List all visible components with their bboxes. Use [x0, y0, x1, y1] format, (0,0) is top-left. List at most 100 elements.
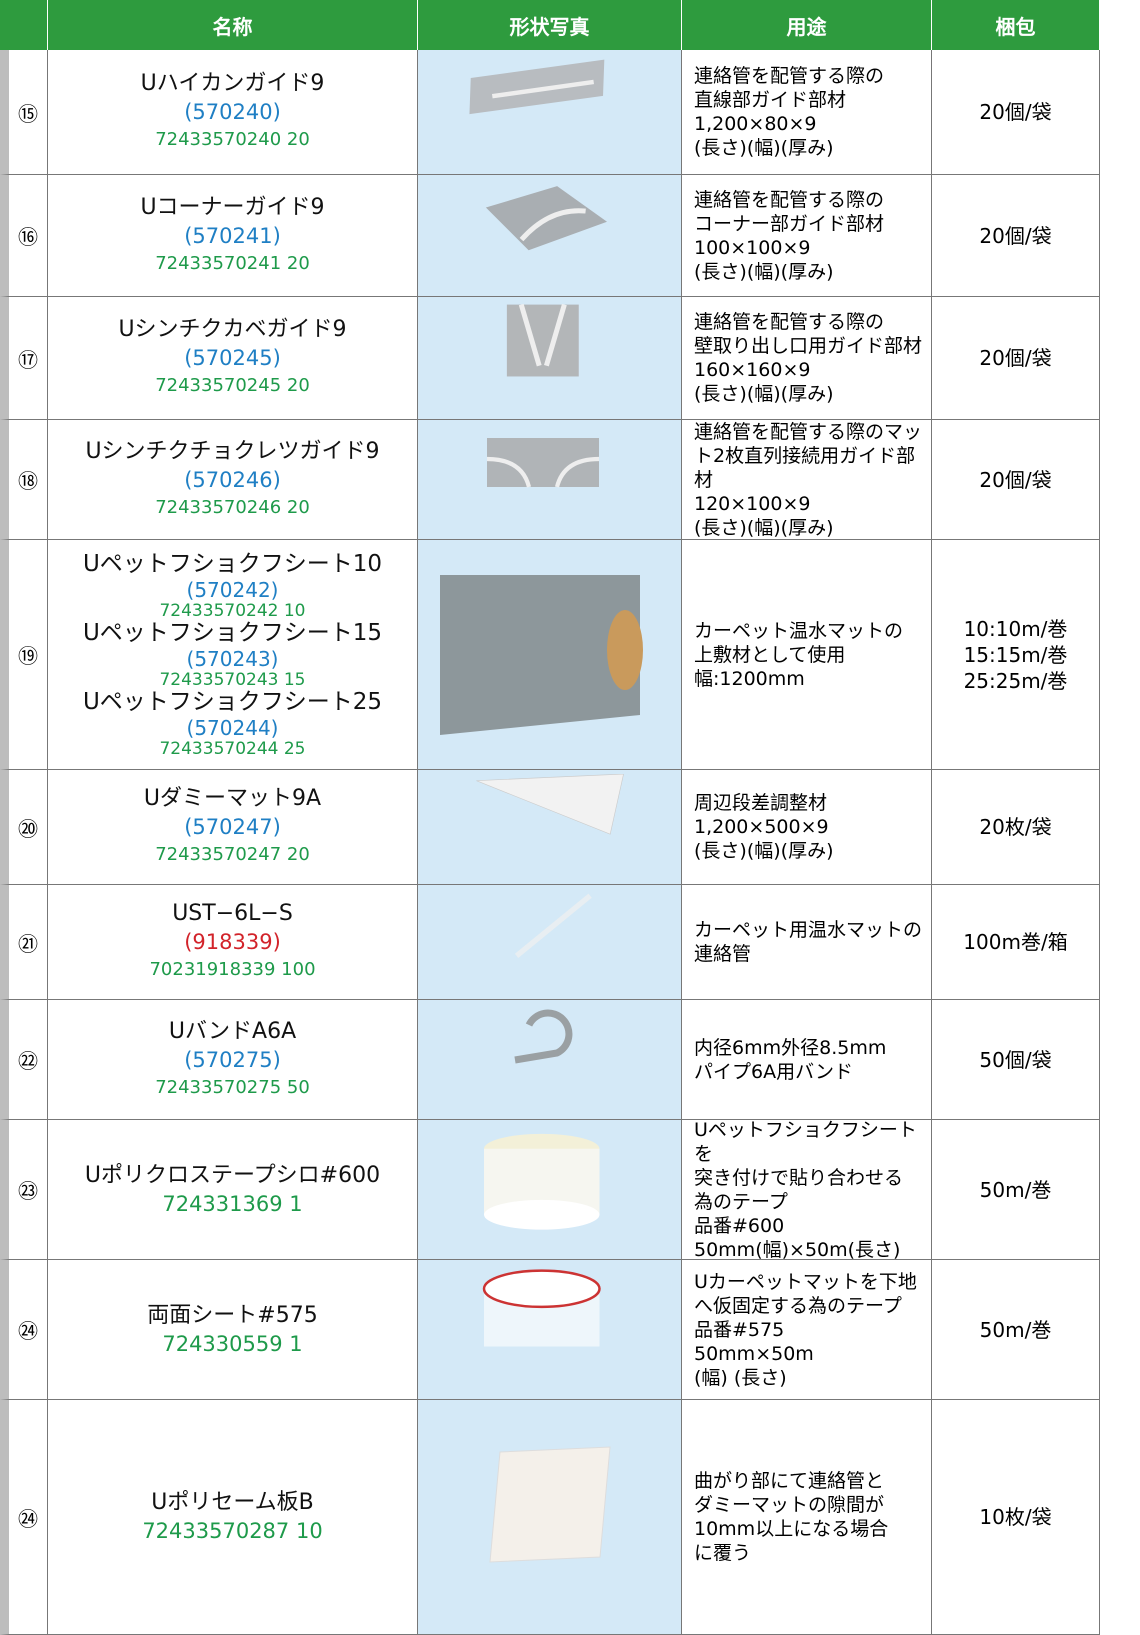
name-line: 72433570246 20 — [155, 496, 310, 518]
packaging-cell: 50m/巻 — [932, 1260, 1100, 1400]
product-photo — [488, 1446, 611, 1563]
usage-line: 壁取り出し口用ガイド部材 — [694, 335, 923, 357]
usage-line: Uカーペットマットを下地 — [694, 1270, 917, 1293]
header-cell: 形状写真 — [418, 0, 682, 50]
packaging-cell: 10枚/袋 — [932, 1400, 1100, 1635]
product-photo — [468, 59, 604, 114]
usage-line: (幅) (長さ) — [694, 1366, 787, 1389]
usage-line: コーナー部ガイド部材 — [694, 212, 885, 235]
usage-cell: Uカーペットマットを下地 へ仮固定する為のテープ 品番#575 50mm×50m (幅)… — [682, 1260, 932, 1400]
photo-cell — [418, 540, 682, 770]
usage-line: 曲がり部にて連絡管と — [694, 1470, 885, 1492]
name-line: 70231918339 100 — [149, 959, 316, 980]
photo-cell — [418, 50, 682, 175]
name-cell: UバンドA6A (570275) 72433570275 50 — [48, 1000, 418, 1120]
header-cell: 用途 — [682, 0, 932, 50]
packaging-line: 20個/袋 — [979, 223, 1052, 248]
circled-number: ⑲ — [18, 644, 38, 668]
name-cell: Uシンチクチョクレツガイド9 (570246) 72433570246 20 — [48, 420, 418, 540]
photo-cell — [418, 770, 682, 885]
name-line: Uペットフショクフシート15 — [82, 620, 383, 646]
usage-cell: 周辺段差調整材 1,200×500×9 (長さ)(幅)(厚み) — [682, 770, 932, 885]
usage-line: (長さ)(幅)(厚み) — [694, 260, 834, 283]
usage-line: 直線部ガイド部材 — [694, 89, 847, 111]
name-line: 724330559 1 — [162, 1331, 303, 1356]
row-number: ⑳ — [0, 770, 48, 885]
usage-cell: 内径6mm外径8.5mm パイプ6A用バンド — [682, 1000, 932, 1120]
usage-line: カーペット温水マットの — [694, 619, 904, 642]
usage-line: 上敷材として使用 — [694, 643, 846, 666]
header-cell: 名称 — [48, 0, 418, 50]
name-line: Uペットフショクフシート10 — [82, 551, 383, 577]
circled-number: ㉑ — [18, 931, 38, 956]
usage-line: (長さ)(幅)(厚み) — [694, 383, 834, 405]
name-line: Uシンチクチョクレツガイド9 — [85, 438, 380, 464]
packaging-line: 10:10m/巻 — [963, 616, 1068, 641]
header-label: 名称 — [212, 14, 253, 39]
circled-number: ㉒ — [18, 1049, 38, 1073]
name-line: 72433570275 50 — [155, 1076, 310, 1098]
packaging-line: 100m巻/箱 — [963, 930, 1068, 954]
packaging-line: 50個/袋 — [979, 1047, 1052, 1072]
usage-line: 100×100×9 — [694, 236, 811, 259]
name-line: Uポリクロステープシロ#600 — [84, 1162, 381, 1188]
name-line: 72433570243 15 — [159, 670, 306, 690]
usage-line: 連絡管を配管する際の — [694, 311, 885, 333]
usage-cell: 連絡管を配管する際のマッ ト2枚直列接続用ガイド部材 120×100×9 (長さ)(幅… — [682, 420, 932, 540]
packaging-cell: 20個/袋 — [932, 420, 1100, 540]
usage-line: Uペットフショクフシートを — [694, 1118, 917, 1165]
name-line: Uシンチクカベガイド9 — [118, 317, 347, 342]
name-line: (570247) — [184, 815, 281, 839]
header-label: 用途 — [786, 14, 827, 39]
usage-line: 為のテープ — [694, 1190, 788, 1213]
name-line: 72433570242 10 — [159, 601, 306, 621]
name-line: (918339) — [184, 930, 281, 954]
packaging-line: 50m/巻 — [979, 1177, 1052, 1202]
usage-line: 120×100×9 — [694, 492, 811, 515]
name-line: UST−6L−S — [172, 901, 293, 926]
packaging-line: 25:25m/巻 — [963, 668, 1068, 693]
packaging-cell: 20個/袋 — [932, 50, 1100, 175]
usage-cell: 連絡管を配管する際の 直線部ガイド部材 1,200×80×9 (長さ)(幅)(厚み) — [682, 50, 932, 175]
usage-line: 1,200×500×9 — [694, 816, 829, 838]
name-cell: Uペットフショクフシート10 (570242) 72433570242 10 Uペット… — [48, 540, 418, 770]
name-line: UバンドA6A — [168, 1018, 297, 1044]
usage-line: 50mm(幅)×50m(長さ) — [694, 1238, 901, 1261]
name-line: (570244) — [186, 716, 279, 740]
row-number: ㉔ — [0, 1400, 48, 1635]
packaging-line: 15:15m/巻 — [963, 642, 1068, 667]
circled-number: ⑰ — [18, 347, 38, 372]
name-line: 72433570247 20 — [155, 844, 310, 865]
circled-number: ⑮ — [18, 101, 38, 126]
row-number: ㉒ — [0, 1000, 48, 1120]
name-line: 72433570240 20 — [155, 129, 310, 150]
usage-line: 連絡管 — [694, 943, 752, 965]
row-number: ㉔ — [0, 1260, 48, 1400]
row-number: ⑱ — [0, 420, 48, 540]
usage-line: 160×160×9 — [694, 359, 811, 381]
packaging-cell: 100m巻/箱 — [932, 885, 1100, 1000]
usage-line: 連絡管を配管する際の — [694, 188, 885, 211]
header-label: 梱包 — [995, 14, 1036, 39]
packaging-line: 50m/巻 — [979, 1317, 1052, 1342]
name-line: 72433570241 20 — [155, 252, 310, 274]
usage-line: 連絡管を配管する際のマッ — [694, 420, 923, 443]
packaging-cell: 50個/袋 — [932, 1000, 1100, 1120]
usage-line: 周辺段差調整材 — [694, 792, 828, 814]
circled-number: ㉓ — [18, 1179, 38, 1203]
name-line: (570240) — [184, 100, 281, 124]
packaging-cell: 20枚/袋 — [932, 770, 1100, 885]
circled-number: ⑳ — [18, 816, 38, 841]
product-photo — [475, 773, 624, 835]
usage-cell: 連絡管を配管する際の 壁取り出し口用ガイド部材 160×160×9 (長さ)(幅)(厚… — [682, 297, 932, 420]
name-line: (570275) — [184, 1047, 281, 1072]
name-cell: Uポリクロステープシロ#600 724331369 1 — [48, 1120, 418, 1260]
packaging-cell: 10:10m/巻 15:15m/巻 25:25m/巻 — [932, 540, 1100, 770]
packaging-cell: 20個/袋 — [932, 297, 1100, 420]
packaging-line: 10枚/袋 — [979, 1505, 1052, 1529]
usage-line: 10mm以上になる場合 — [694, 1518, 889, 1540]
usage-cell: 曲がり部にて連絡管と ダミーマットの隙間が 10mm以上になる場合 に覆う — [682, 1400, 932, 1635]
header-label: 形状写真 — [509, 14, 590, 39]
usage-line: ダミーマットの隙間が — [694, 1494, 885, 1516]
row-number: ㉓ — [0, 1120, 48, 1260]
